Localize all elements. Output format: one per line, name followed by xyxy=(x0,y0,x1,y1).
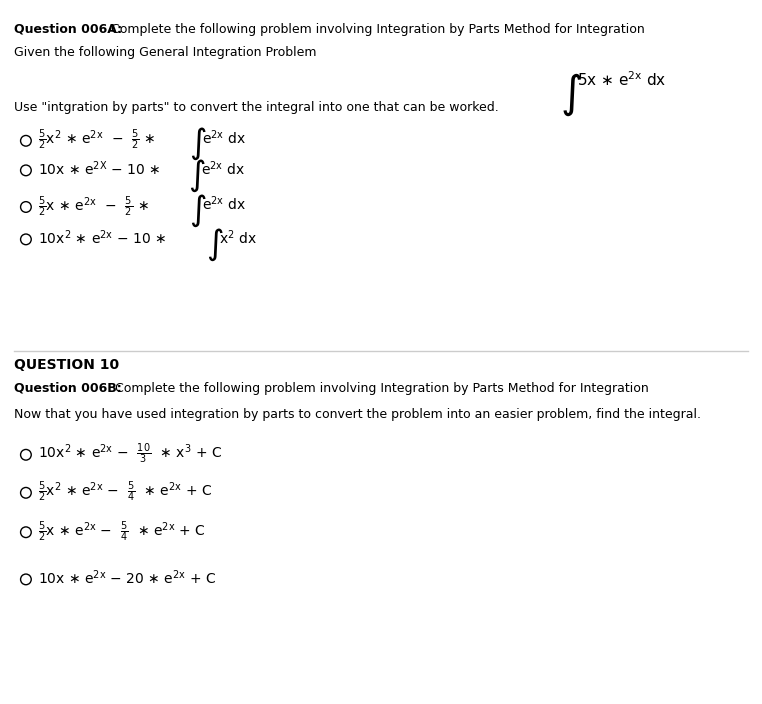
Text: Given the following General Integration Problem: Given the following General Integration … xyxy=(14,46,316,58)
Text: 10x$^2$ $\ast$ e$^{\mathregular{2x}}$ $-$ 10 $\ast$: 10x$^2$ $\ast$ e$^{\mathregular{2x}}$ $-… xyxy=(38,229,168,247)
Text: $\int$: $\int$ xyxy=(188,158,206,194)
Text: e$^{\mathregular{2x}}$ dx: e$^{\mathregular{2x}}$ dx xyxy=(202,194,246,213)
Text: Question 006B:: Question 006B: xyxy=(14,382,121,394)
Text: 5x $\ast$ e$^{\mathregular{2x}}$ dx: 5x $\ast$ e$^{\mathregular{2x}}$ dx xyxy=(577,70,666,89)
Text: Complete the following problem involving Integration by Parts Method for Integra: Complete the following problem involving… xyxy=(107,382,648,394)
Text: 10x$^2$ $\ast$ e$^{\mathregular{2x}}$ $-$  $\frac{10}{3}$  $\ast$ x$^3$ + C: 10x$^2$ $\ast$ e$^{\mathregular{2x}}$ $-… xyxy=(38,442,223,467)
Text: QUESTION 10: QUESTION 10 xyxy=(14,358,119,372)
Text: $\int$: $\int$ xyxy=(560,72,582,118)
Text: $\frac{5}{2}$x$^2$ $\ast$ e$^{\mathregular{2x}}$  $-$  $\frac{5}{2}$ $\ast$: $\frac{5}{2}$x$^2$ $\ast$ e$^{\mathregul… xyxy=(38,128,158,153)
Text: e$^{\mathregular{2x}}$ dx: e$^{\mathregular{2x}}$ dx xyxy=(201,160,245,178)
Text: Use "intgration by parts" to convert the integral into one that can be worked.: Use "intgration by parts" to convert the… xyxy=(14,101,498,113)
Text: $\int$: $\int$ xyxy=(189,126,207,163)
Text: $\frac{5}{2}$x $\ast$ e$^{\mathregular{2x}}$ $-$  $\frac{5}{4}$  $\ast$ e$^{\mat: $\frac{5}{2}$x $\ast$ e$^{\mathregular{2… xyxy=(38,520,206,544)
Text: x$^2$ dx: x$^2$ dx xyxy=(219,229,257,247)
Text: $\int$: $\int$ xyxy=(189,192,207,229)
Text: $\frac{5}{2}$x $\ast$ e$^{\mathregular{2x}}$  $-$  $\frac{5}{2}$ $\ast$: $\frac{5}{2}$x $\ast$ e$^{\mathregular{2… xyxy=(38,194,151,219)
Text: Now that you have used integration by parts to convert the problem into an easie: Now that you have used integration by pa… xyxy=(14,408,701,421)
Text: 10x $\ast$ e$^{\mathregular{2X}}$ $-$ 10 $\ast$: 10x $\ast$ e$^{\mathregular{2X}}$ $-$ 10… xyxy=(38,160,162,178)
Text: $\frac{5}{2}$x$^2$ $\ast$ e$^{\mathregular{2x}}$ $-$  $\frac{5}{4}$  $\ast$ e$^{: $\frac{5}{2}$x$^2$ $\ast$ e$^{\mathregul… xyxy=(38,480,213,505)
Text: Complete the following problem involving Integration by Parts Method for Integra: Complete the following problem involving… xyxy=(107,23,645,35)
Text: 10x $\ast$ e$^{\mathregular{2x}}$ $-$ 20 $\ast$ e$^{\mathregular{2x}}$ + C: 10x $\ast$ e$^{\mathregular{2x}}$ $-$ 20… xyxy=(38,569,216,587)
Text: $\int$: $\int$ xyxy=(206,227,223,263)
Text: e$^{\mathregular{2x}}$ dx: e$^{\mathregular{2x}}$ dx xyxy=(202,128,246,146)
Text: Question 006A:: Question 006A: xyxy=(14,23,122,35)
